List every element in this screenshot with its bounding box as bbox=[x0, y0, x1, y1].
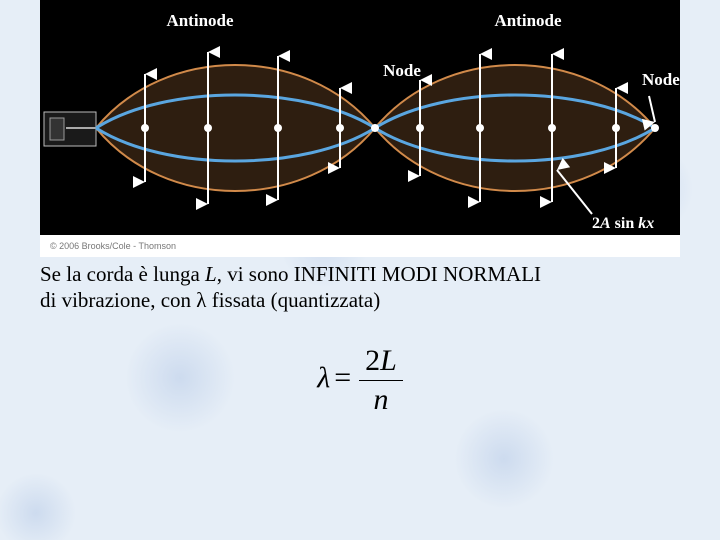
caption-var-L: L bbox=[205, 262, 217, 286]
formula-fraction: 2L n bbox=[359, 344, 403, 417]
copyright-text: © 2006 Brooks/Cole - Thomson bbox=[40, 235, 680, 253]
vibrator-detail bbox=[50, 118, 64, 140]
antinode-label-left: Antinode bbox=[166, 11, 234, 30]
caption-block: Se la corda è lunga L, vi sono INFINITI … bbox=[38, 261, 682, 314]
standing-wave-diagram: Antinode Antinode Node Node 2A sin kx bbox=[40, 0, 680, 235]
node-dot bbox=[651, 124, 659, 132]
amplitude-formula-label: 2A sin kx bbox=[592, 215, 654, 232]
formula-denominator: n bbox=[359, 381, 403, 417]
caption-line2: di vibrazione, con λ fissata (quantizzat… bbox=[40, 288, 380, 312]
caption-line1-pre: Se la corda è lunga bbox=[40, 262, 205, 286]
caption-line1-post: , vi sono INFINITI MODI NORMALI bbox=[217, 262, 541, 286]
formula-equals: = bbox=[334, 361, 351, 394]
figure-container: Antinode Antinode Node Node 2A sin kx © … bbox=[40, 0, 680, 257]
node-label-center: Node bbox=[383, 61, 421, 80]
formula-lhs: λ bbox=[317, 361, 330, 394]
formula-numerator: 2L bbox=[359, 344, 403, 381]
node-label-right: Node bbox=[642, 70, 680, 89]
node-callout-arrow bbox=[649, 96, 655, 122]
antinode-label-right: Antinode bbox=[494, 11, 562, 30]
formula-block: λ= 2L n bbox=[0, 344, 720, 417]
node-dot bbox=[371, 124, 379, 132]
